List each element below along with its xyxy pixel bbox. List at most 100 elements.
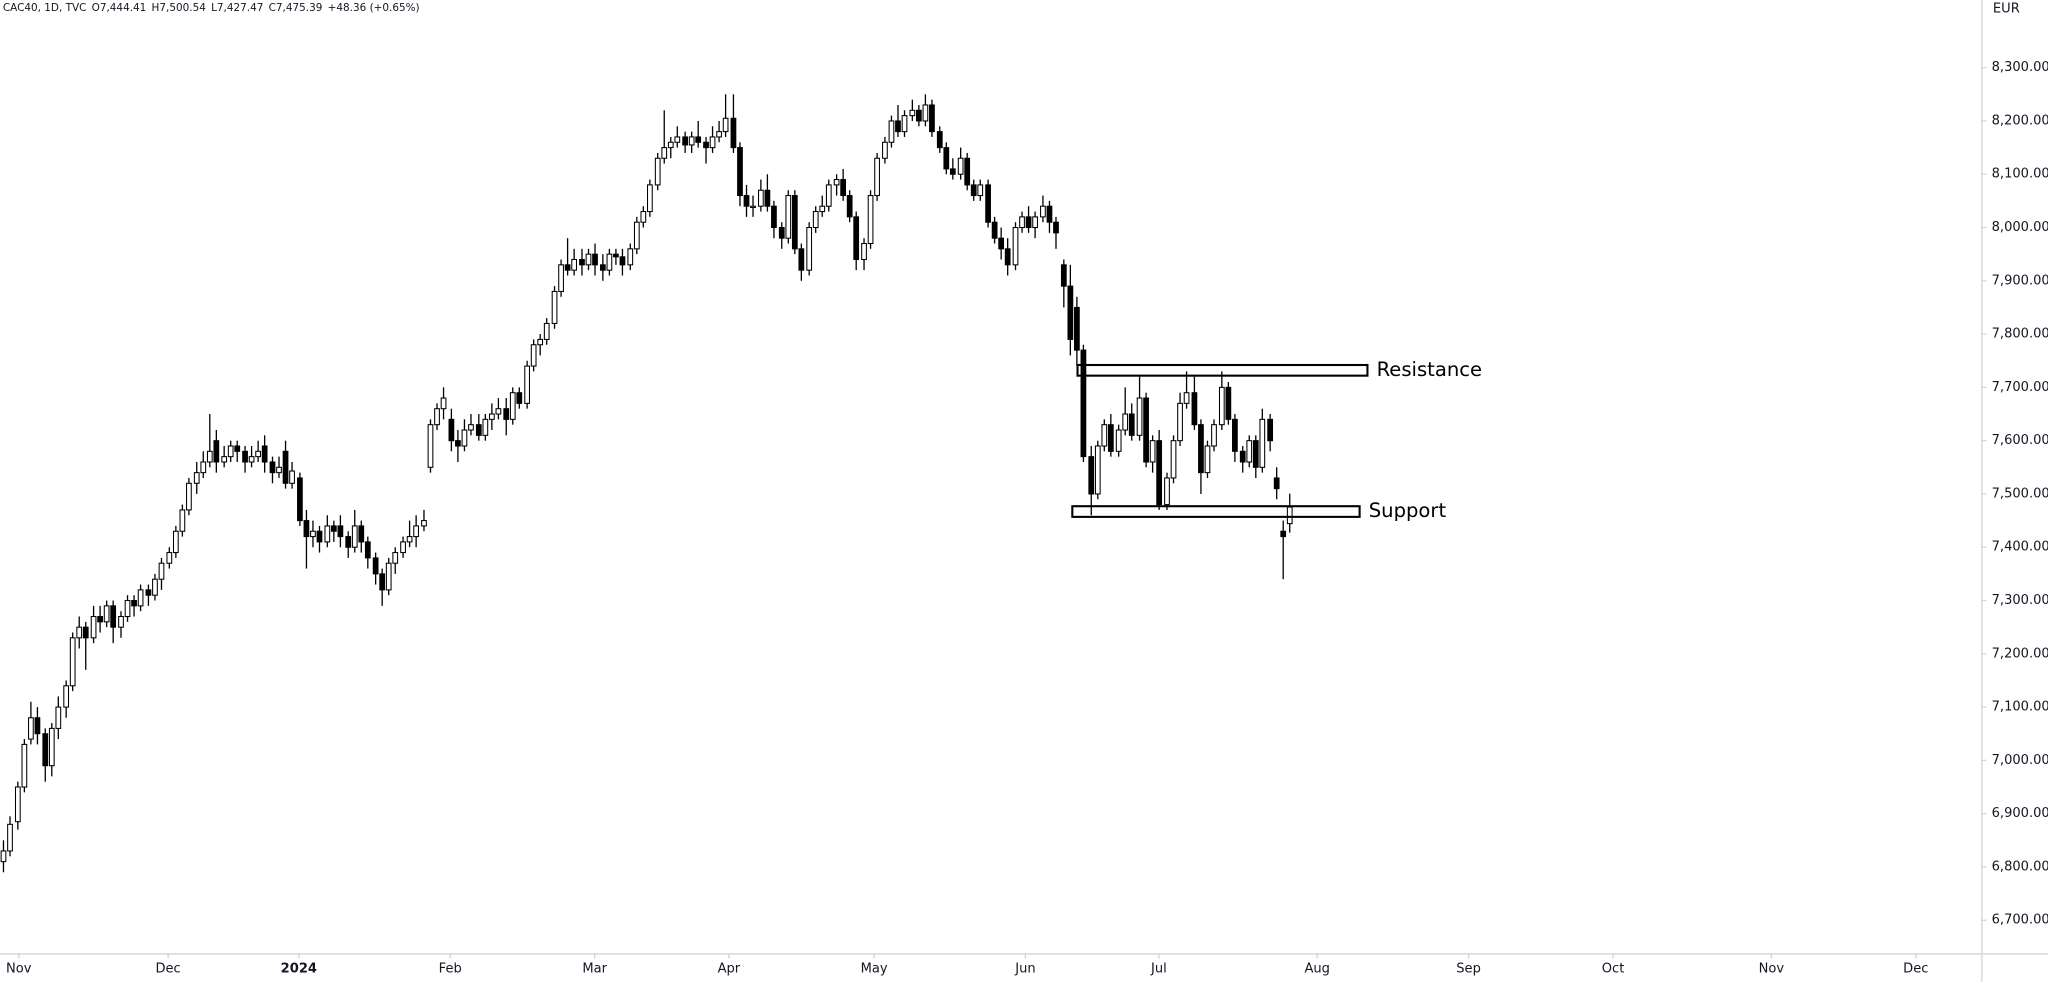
candle-body xyxy=(448,418,455,442)
candle-body xyxy=(1198,424,1204,474)
candle-body xyxy=(1053,221,1059,234)
candle-body xyxy=(819,205,826,213)
candle-body xyxy=(1280,530,1287,538)
candle-body xyxy=(90,615,97,639)
candle-body xyxy=(434,408,440,426)
candle-body xyxy=(1183,392,1190,404)
candle-body xyxy=(812,211,819,229)
candle-body xyxy=(145,589,152,596)
candle-body xyxy=(482,418,489,436)
candle-body xyxy=(647,184,653,213)
y-tick-label: 7,500.00 xyxy=(1992,486,2048,501)
candle-body xyxy=(785,195,792,239)
candle-body xyxy=(461,429,468,447)
y-tick-label: 8,000.00 xyxy=(1992,220,2048,235)
candle-body xyxy=(1019,216,1025,229)
candle-body xyxy=(406,536,413,543)
candle-body xyxy=(798,248,805,271)
candle-body xyxy=(48,727,55,767)
candle-body xyxy=(640,211,647,223)
candle-body xyxy=(882,141,888,159)
candle-body xyxy=(1067,285,1074,340)
candle-body xyxy=(1032,216,1038,229)
candle-body xyxy=(579,258,585,266)
candle-body xyxy=(592,253,598,266)
candle-body xyxy=(778,227,785,239)
candle-body xyxy=(385,562,392,591)
x-tick-label: Feb xyxy=(439,961,462,976)
candle-body xyxy=(351,525,358,548)
candle-body xyxy=(282,450,289,484)
candle-body xyxy=(840,179,847,197)
candle-body xyxy=(166,552,173,564)
candle-body xyxy=(730,117,737,149)
candle-body xyxy=(674,136,681,143)
candle-body xyxy=(985,184,991,223)
candle-body xyxy=(737,147,743,197)
header-text: +48.36 (+0.65%) xyxy=(328,2,420,14)
candle-body xyxy=(922,104,929,122)
candle-body xyxy=(551,290,558,324)
candle-body xyxy=(337,525,344,538)
candle-body xyxy=(1204,445,1211,474)
candle-body xyxy=(261,445,268,463)
candle-body xyxy=(619,256,626,266)
candle-body xyxy=(1149,440,1156,463)
candle-body xyxy=(172,530,179,554)
x-tick-label: Jun xyxy=(1014,961,1035,976)
candle-body xyxy=(1239,450,1246,463)
candle-body xyxy=(131,600,137,607)
candle-body xyxy=(1040,205,1046,218)
candle-body xyxy=(427,424,434,468)
candle-body xyxy=(1225,386,1232,420)
candle-body xyxy=(1273,477,1280,490)
candle-body xyxy=(379,573,386,591)
candle-body xyxy=(1060,264,1067,287)
candle-body xyxy=(413,525,419,538)
candle-body xyxy=(977,184,984,197)
candle-body xyxy=(1101,424,1108,447)
candle-body xyxy=(21,743,28,788)
candle-body xyxy=(909,109,916,117)
candle-body xyxy=(345,536,352,548)
candle-body xyxy=(303,520,310,538)
y-tick-label: 7,400.00 xyxy=(1992,540,2048,555)
candle-body xyxy=(558,264,564,292)
legend-header: CAC40, 1D, TVC O7,444.41 H7,500.54 L7,427.4… xyxy=(3,2,420,14)
candle-body xyxy=(193,472,200,484)
candle-body xyxy=(1088,456,1095,495)
candle-body xyxy=(682,136,689,146)
candle-body xyxy=(1156,440,1163,506)
candle-body xyxy=(703,141,709,149)
candle-body xyxy=(1286,506,1293,525)
candle-body xyxy=(1232,418,1238,452)
candle-body xyxy=(421,520,427,527)
candle-body xyxy=(186,482,192,511)
candle-body xyxy=(158,562,165,580)
candle-body xyxy=(936,131,943,149)
candle-body xyxy=(1177,402,1183,442)
header-text: CAC40, 1D, TVC xyxy=(3,2,87,14)
candle-body xyxy=(667,141,674,149)
candle-body xyxy=(400,541,406,554)
candle-body xyxy=(63,685,70,708)
candle-body xyxy=(276,466,282,474)
candle-body xyxy=(468,424,474,431)
header-text: H7,500.54 xyxy=(152,2,207,14)
candle-body xyxy=(861,242,867,261)
candle-body xyxy=(806,227,813,271)
x-tick-label: Aug xyxy=(1304,961,1329,976)
candle-body xyxy=(1191,392,1198,426)
y-tick-label: 7,300.00 xyxy=(1992,593,2048,608)
candle-body xyxy=(255,450,261,458)
level-box xyxy=(1076,363,1369,377)
candle-body xyxy=(179,509,186,532)
candle-body xyxy=(227,445,234,458)
header-text: C7,475.39 xyxy=(269,2,323,14)
candle-body xyxy=(242,450,248,463)
candle-body xyxy=(1107,424,1114,452)
candle-body xyxy=(1267,418,1274,442)
candle-body xyxy=(1094,445,1101,495)
